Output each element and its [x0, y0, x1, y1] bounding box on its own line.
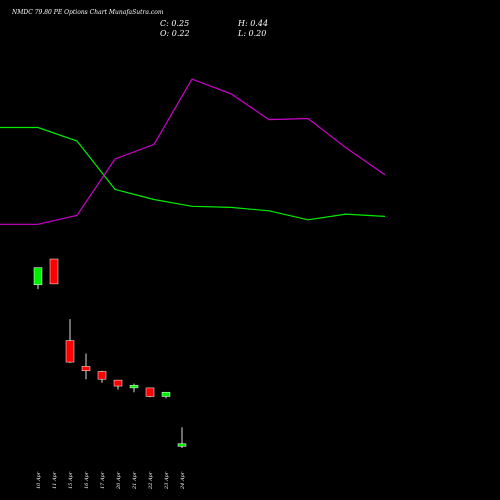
- candle-up: [177, 443, 187, 447]
- low-value: L: 0.20: [237, 29, 266, 38]
- x-tick-label: 24 Apr: [180, 471, 186, 490]
- close-value: C: 0.25: [160, 19, 189, 28]
- x-axis-ticks: 10 Apr 11 Apr 15 Apr 16 Apr 17 Apr 20 Apr 21 A…: [36, 471, 186, 490]
- x-tick-label: 22 Apr: [148, 471, 154, 490]
- x-tick-label: 10 Apr: [36, 471, 42, 489]
- indicator-lines: [0, 78, 386, 225]
- magenta-line: [0, 78, 386, 225]
- x-tick-label: 11 Apr: [52, 471, 58, 489]
- x-tick-label: 16 Apr: [84, 471, 90, 489]
- candle-up: [161, 391, 171, 397]
- candle-down: [113, 379, 123, 387]
- x-tick-label: 21 Apr: [132, 471, 138, 490]
- open-value: O: 0.22: [160, 29, 190, 38]
- x-tick-label: 23 Apr: [164, 471, 170, 490]
- candles: [33, 258, 187, 448]
- candle-down: [81, 366, 91, 371]
- chart-header: NMDC 79.80 PE Options Chart MunafaSutra.…: [11, 9, 268, 38]
- high-value: H: 0.44: [237, 19, 268, 28]
- candle-down: [145, 387, 155, 397]
- candle-down: [49, 258, 59, 285]
- chart-title: NMDC 79.80 PE Options Chart MunafaSutra.…: [11, 9, 164, 16]
- candle-down: [65, 340, 75, 363]
- candle-up: [33, 267, 43, 286]
- candle-up: [129, 385, 139, 389]
- x-tick-label: 20 Apr: [116, 471, 122, 490]
- green-line: [0, 126, 386, 221]
- x-tick-label: 17 Apr: [100, 471, 106, 489]
- x-tick-label: 15 Apr: [68, 471, 74, 489]
- candle-down: [97, 371, 107, 380]
